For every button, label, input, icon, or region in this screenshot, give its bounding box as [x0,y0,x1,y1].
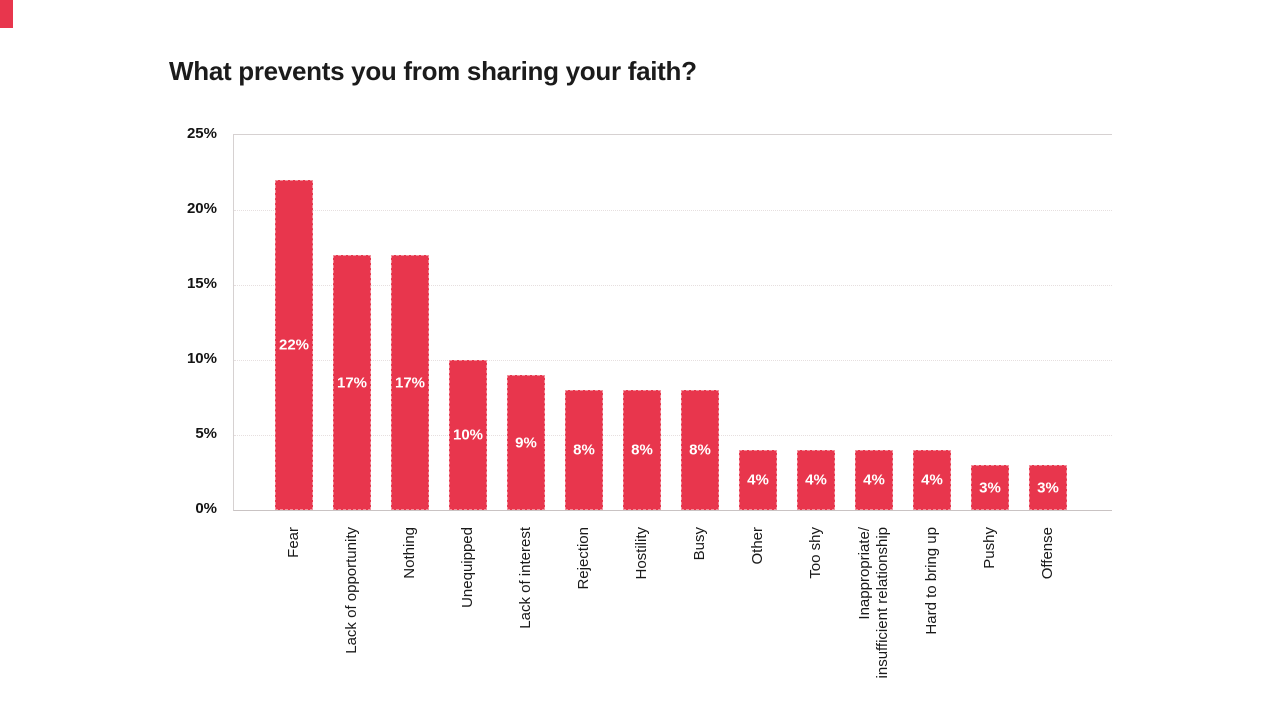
x-axis-category-label: Other [749,527,766,565]
bar: 8% [623,390,661,510]
x-axis-category-label: Hard to bring up [923,527,940,635]
bar-value-label: 10% [452,426,484,444]
bar-value-label: 4% [747,471,769,489]
bar: 17% [333,255,371,510]
bar: 22% [275,180,313,510]
bar: 3% [971,465,1009,510]
x-axis-category-label: Hostility [633,527,650,580]
x-axis-category-label: Lack of interest [517,527,534,629]
bar: 10% [449,360,487,510]
bar: 4% [739,450,777,510]
bar-value-label: 4% [863,471,885,489]
y-gridline [234,435,1112,436]
y-axis-tick-label: 15% [186,275,217,292]
bar-value-label: 8% [573,441,595,459]
x-axis-category-label: Too shy [807,527,824,579]
x-axis-category-label: Rejection [575,527,592,590]
x-axis-category-label: Inappropriate/ insufficient relationship [856,527,891,679]
bar-value-label: 8% [689,441,711,459]
x-axis-category-label: Lack of opportunity [343,527,360,654]
x-axis-category-label: Unequipped [459,527,476,608]
x-axis-category-label: Busy [691,527,708,561]
bar-value-label: 3% [979,479,1001,496]
red-corner-mark [0,0,13,28]
bar: 8% [681,390,719,510]
y-gridline [234,360,1112,361]
y-axis-tick-label: 20% [186,200,217,217]
bar: 9% [507,375,545,510]
x-axis-category-label: Nothing [401,527,418,579]
bar-value-label: 3% [1037,479,1059,496]
bar: 8% [565,390,603,510]
bar: 4% [855,450,893,510]
bar-value-label: 17% [394,374,426,391]
y-axis-tick-label: 0% [195,500,217,517]
y-gridline [234,210,1112,211]
x-axis-category-label: Pushy [981,527,998,569]
bar-value-label: 17% [336,374,368,391]
bar-value-label: 22% [278,336,310,354]
bar-value-label: 4% [921,471,943,489]
x-axis-category-label: Offense [1039,527,1056,580]
y-axis-tick-label: 10% [186,350,217,367]
bar: 17% [391,255,429,510]
chart-title: What prevents you from sharing your fait… [169,56,697,86]
bar-value-label: 8% [631,441,653,459]
y-gridline [234,285,1112,286]
bar-value-label: 9% [515,434,537,451]
y-axis-tick-label: 25% [186,125,217,142]
y-axis-tick-label: 5% [195,425,217,442]
bar: 4% [913,450,951,510]
plot-area: 22% Fear 17% Lack of opportunity 17% Nothing 1… [233,134,1112,678]
bar: 4% [797,450,835,510]
x-axis-category-label: Fear [285,527,302,558]
bar: 3% [1029,465,1067,510]
bar-value-label: 4% [805,471,827,489]
